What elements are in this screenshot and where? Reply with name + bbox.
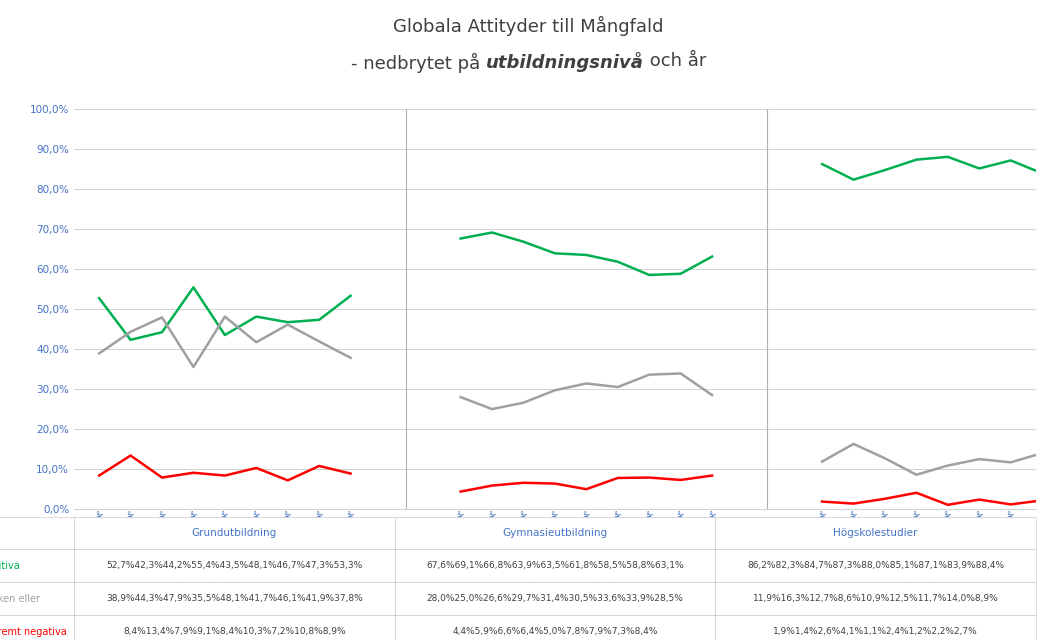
Text: Globala Attityder till Mångfald: Globala Attityder till Mångfald: [393, 16, 664, 36]
Text: och år: och år: [644, 52, 706, 70]
Text: Grundutbildning: Grundutbildning: [180, 581, 271, 591]
Text: Högskolestudier: Högskolestudier: [903, 581, 993, 591]
Text: utbildningsnivå: utbildningsnivå: [486, 52, 644, 72]
Text: Gymnasieutbildning: Gymnasieutbildning: [531, 581, 643, 591]
Text: - nedbrytet på: - nedbrytet på: [351, 52, 486, 72]
